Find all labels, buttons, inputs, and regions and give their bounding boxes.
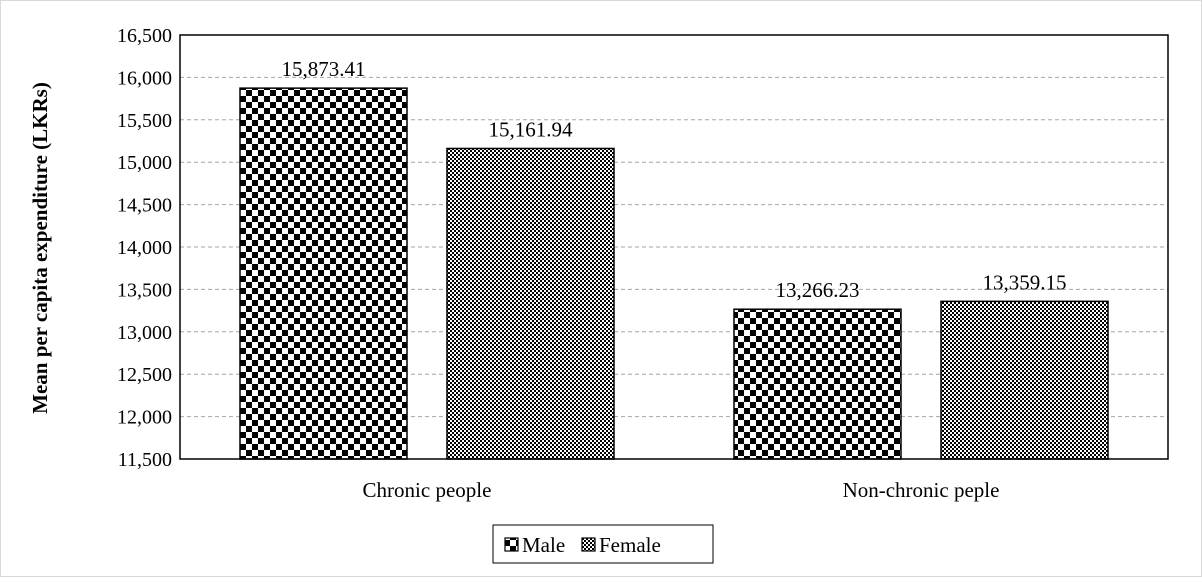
legend-label-male: Male xyxy=(522,533,565,557)
legend-swatch-male xyxy=(504,537,519,552)
data-label: 13,266.23 xyxy=(776,278,860,302)
y-tick-label: 16,500 xyxy=(117,25,172,47)
legend-box xyxy=(492,524,714,564)
y-tick-label: 13,000 xyxy=(117,322,172,344)
y-tick-label: 13,500 xyxy=(117,279,172,301)
y-tick-label: 12,000 xyxy=(117,407,172,429)
x-tick-label: Chronic people xyxy=(363,478,492,502)
legend-label-female: Female xyxy=(599,533,661,557)
plot-area-border xyxy=(179,34,1169,460)
bar-male-2 xyxy=(733,308,902,460)
bar-female-2 xyxy=(940,300,1109,460)
y-tick-label: 14,000 xyxy=(117,237,172,259)
y-tick-label: 15,500 xyxy=(117,110,172,132)
bar-male-1 xyxy=(239,87,408,460)
data-label: 15,873.41 xyxy=(282,57,366,81)
data-label: 15,161.94 xyxy=(489,117,574,141)
y-tick-label: 15,000 xyxy=(117,152,172,174)
y-tick-label: 16,000 xyxy=(117,67,172,89)
legend: Male Female xyxy=(492,524,714,564)
y-tick-label: 14,500 xyxy=(117,195,172,217)
legend-swatch-female xyxy=(581,537,596,552)
y-axis-title: Mean per capita expenditure (LKRs) xyxy=(28,82,52,414)
y-tick-label: 12,500 xyxy=(117,364,172,386)
bar-female-1 xyxy=(446,147,615,460)
data-label: 13,359.15 xyxy=(983,270,1067,294)
x-tick-label: Non-chronic peple xyxy=(843,478,1000,502)
y-tick-label: 11,500 xyxy=(118,449,172,471)
